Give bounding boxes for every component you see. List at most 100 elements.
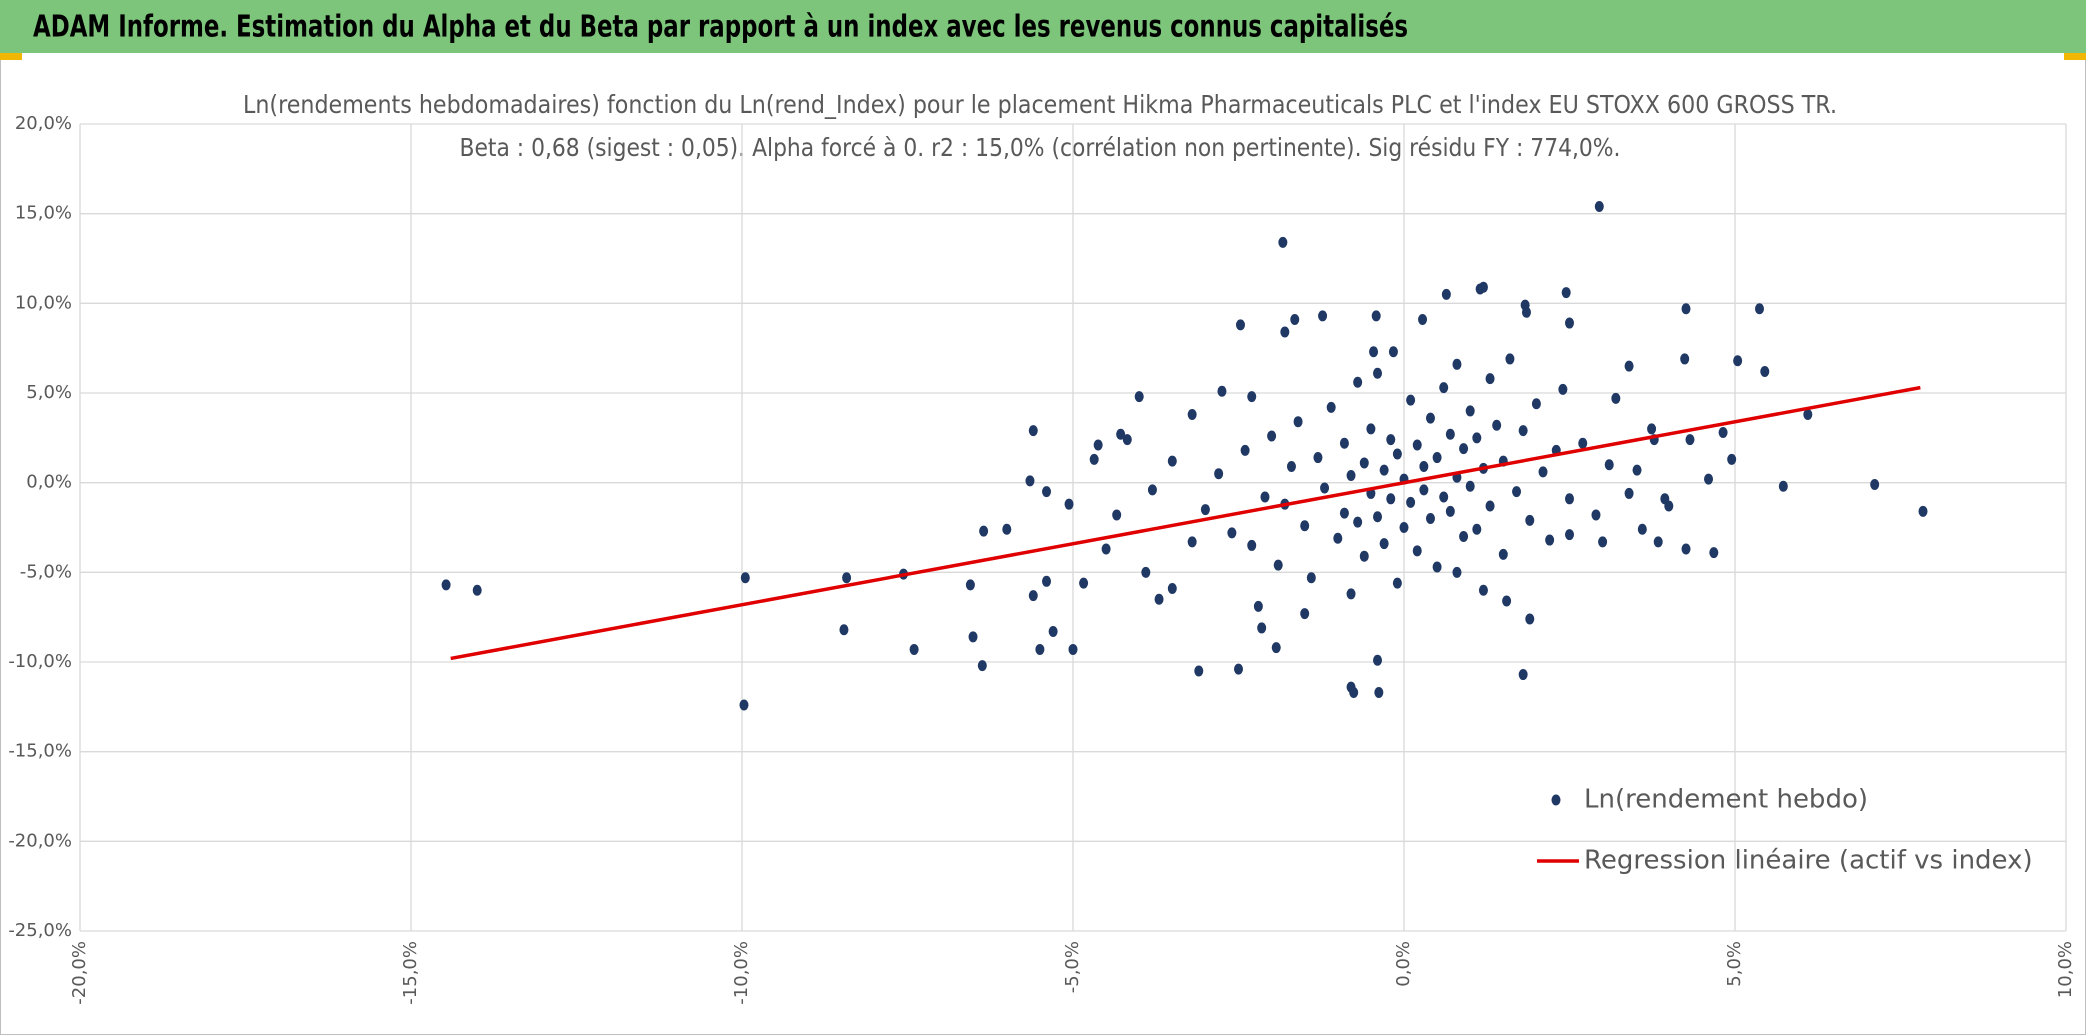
data-point [1412, 439, 1422, 451]
data-point [1521, 306, 1531, 318]
data-point [1042, 575, 1052, 587]
data-point [1227, 527, 1237, 539]
data-point [1134, 391, 1144, 403]
data-point [1419, 484, 1429, 496]
data-point [1278, 236, 1288, 248]
data-point [1313, 452, 1323, 464]
data-point [1300, 520, 1310, 532]
x-tick-label: 0,0% [1393, 941, 1414, 987]
data-point [1439, 491, 1449, 503]
data-point [1445, 428, 1455, 440]
data-point [1647, 423, 1657, 435]
data-point [1425, 412, 1435, 424]
data-point [1388, 346, 1398, 358]
data-point [1565, 493, 1574, 505]
data-point [1260, 491, 1270, 503]
data-point [1271, 642, 1281, 654]
data-point [1346, 469, 1356, 481]
data-point [1002, 523, 1012, 535]
data-point [979, 525, 989, 537]
data-point [1472, 523, 1482, 535]
data-point [1079, 577, 1089, 589]
data-point [1418, 313, 1428, 325]
y-tick-label: 5,0% [26, 382, 72, 403]
data-point [1594, 200, 1604, 212]
y-tick-label: -10,0% [8, 651, 72, 672]
data-point [1147, 484, 1157, 496]
data-point [1339, 437, 1349, 449]
data-point [1425, 513, 1435, 525]
data-point [1632, 464, 1642, 476]
data-point [1369, 346, 1379, 358]
data-point [1286, 461, 1296, 473]
data-point [1637, 523, 1647, 535]
data-point [1439, 382, 1449, 394]
y-tick-label: 0,0% [26, 472, 72, 493]
data-point [1167, 455, 1177, 467]
data-point [1068, 643, 1078, 655]
data-point [1545, 534, 1555, 546]
data-point [1234, 663, 1243, 675]
data-point [1306, 572, 1316, 584]
data-point [1214, 468, 1224, 480]
data-point [1624, 360, 1634, 372]
data-point [1253, 600, 1263, 612]
data-point [1116, 428, 1126, 440]
data-point [1512, 486, 1522, 498]
data-point [1452, 566, 1462, 578]
data-point [1472, 432, 1482, 444]
data-point [1257, 622, 1267, 634]
data-point [1379, 464, 1389, 476]
data-point [1565, 317, 1574, 329]
chart-subtitle: Beta : 0,68 (sigest : 0,05). Alpha forcé… [460, 133, 1621, 162]
data-point [1492, 419, 1502, 431]
data-point [1392, 448, 1402, 460]
data-point [1141, 566, 1151, 578]
x-tick-label: -10,0% [731, 941, 752, 1005]
y-tick-label: 10,0% [15, 292, 72, 313]
data-point [1048, 626, 1058, 638]
data-point [1478, 584, 1488, 596]
data-point [1194, 665, 1204, 677]
y-tick-label: -25,0% [8, 920, 72, 941]
data-point [1538, 466, 1548, 478]
data-point [1028, 425, 1038, 437]
data-point [1235, 319, 1245, 331]
data-point [1465, 405, 1475, 417]
data-point [1681, 543, 1691, 555]
data-point [1373, 367, 1383, 379]
data-point [1664, 500, 1674, 512]
data-point [1578, 437, 1588, 449]
data-point [1200, 504, 1210, 516]
x-tick-label: 5,0% [1724, 941, 1745, 987]
data-point [1681, 303, 1691, 315]
data-point [1349, 686, 1359, 698]
data-point [1727, 453, 1737, 465]
data-point [1598, 536, 1608, 548]
data-point [1374, 686, 1384, 698]
data-point [1154, 593, 1164, 605]
legend-label: Ln(rendement hebdo) [1584, 785, 1868, 815]
data-point [1918, 505, 1928, 517]
data-point [1326, 401, 1336, 413]
data-point [1531, 398, 1541, 410]
data-point [1704, 473, 1714, 485]
data-point [1392, 577, 1402, 589]
data-point [1498, 548, 1508, 560]
data-point [965, 579, 975, 591]
data-point [1412, 545, 1422, 557]
data-point [1247, 391, 1257, 403]
x-tick-label: 10,0% [2055, 941, 2076, 998]
header-band [0, 0, 2086, 53]
corner-mark [2064, 53, 2086, 60]
y-tick-label: -20,0% [8, 830, 72, 851]
data-point [1267, 430, 1277, 442]
data-point [1459, 530, 1469, 542]
data-point [1035, 643, 1045, 655]
data-point [1386, 434, 1396, 446]
data-point [1760, 365, 1770, 377]
data-point [1518, 669, 1528, 681]
regression-line [450, 385, 1921, 661]
data-point [1452, 358, 1462, 370]
data-point [1025, 475, 1035, 487]
